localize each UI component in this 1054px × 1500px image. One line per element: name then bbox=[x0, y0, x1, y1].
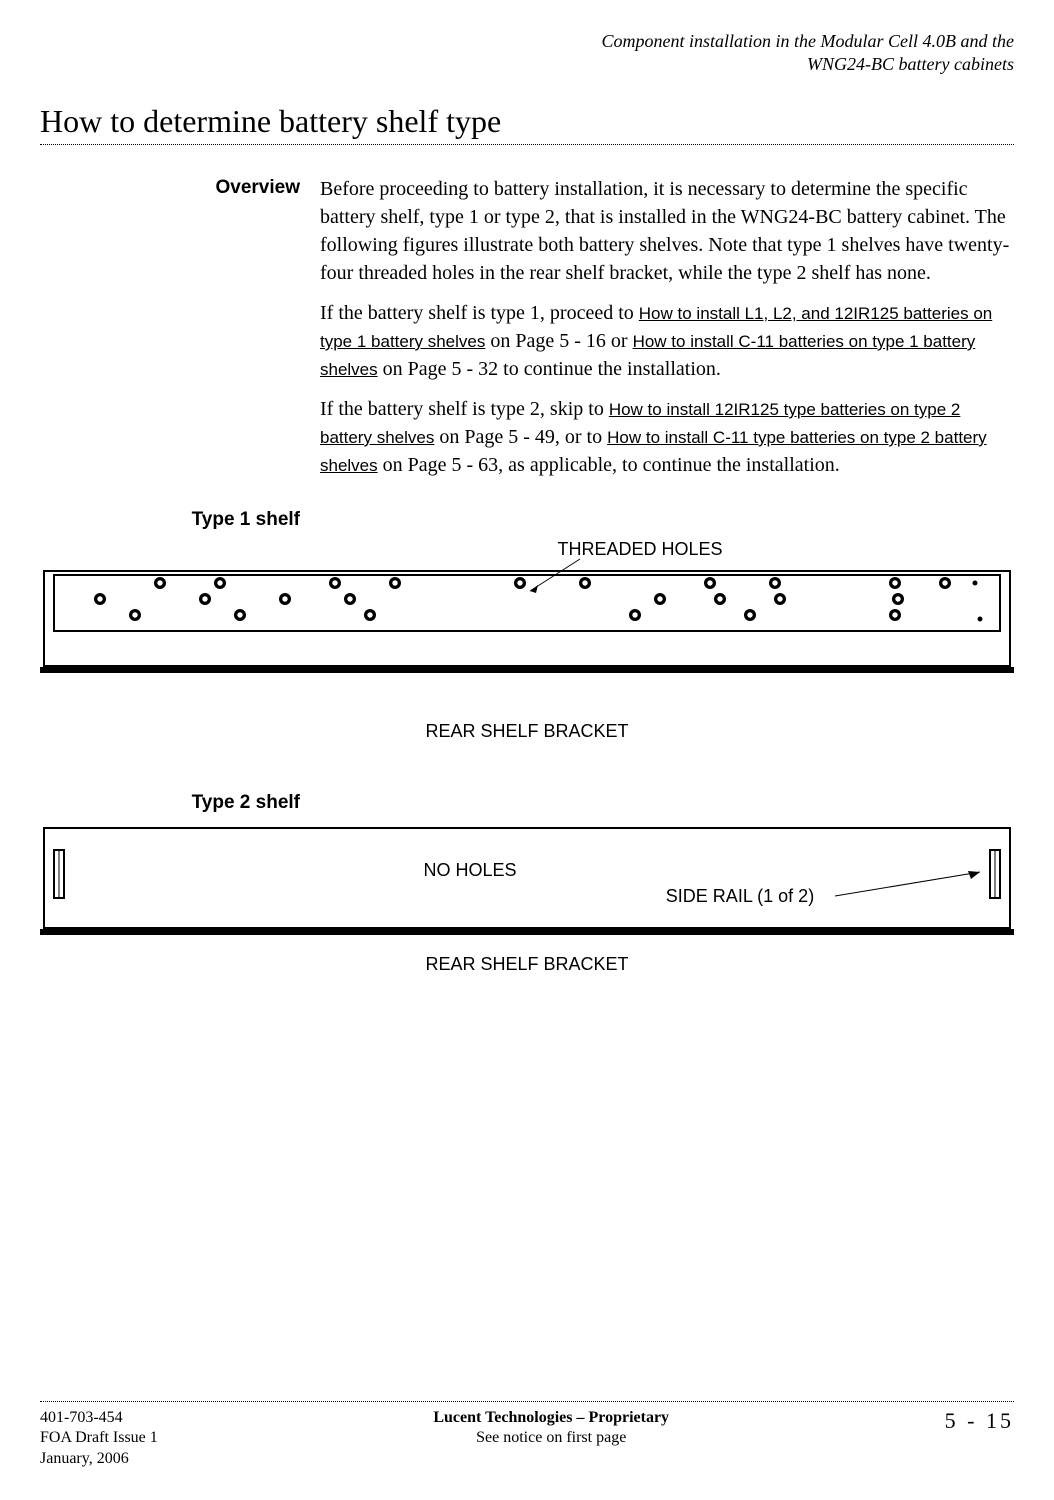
overview-p2: If the battery shelf is type 1, proceed … bbox=[320, 299, 1014, 383]
title-rule bbox=[40, 144, 1014, 145]
fig1-heading: Type 1 shelf bbox=[40, 509, 320, 531]
footer-center: Lucent Technologies – Proprietary See no… bbox=[433, 1408, 669, 1450]
p3-mid1: on Page 5 - 49, or to bbox=[434, 426, 607, 448]
fig2-caption: REAR SHELF BRACKET bbox=[40, 954, 1014, 975]
footer-docnum: 401-703-454 bbox=[40, 1408, 158, 1429]
fig1-caption: REAR SHELF BRACKET bbox=[40, 721, 1014, 742]
p2-pre: If the battery shelf is type 1, proceed … bbox=[320, 302, 639, 324]
fig2-diagram: NO HOLES SIDE RAIL (1 of 2) bbox=[40, 824, 1014, 944]
running-head-line2: WNG24-BC battery cabinets bbox=[40, 53, 1014, 76]
overview-section: Overview Before proceeding to battery in… bbox=[40, 175, 1014, 491]
svg-text:NO HOLES: NO HOLES bbox=[423, 860, 516, 880]
overview-p3: If the battery shelf is type 2, skip to … bbox=[320, 395, 1014, 479]
footer-left: 401-703-454 FOA Draft Issue 1 January, 2… bbox=[40, 1408, 158, 1470]
footer-issue: FOA Draft Issue 1 bbox=[40, 1428, 158, 1449]
p2-mid1: on Page 5 - 16 or bbox=[485, 330, 632, 352]
fig2-area: NO HOLES SIDE RAIL (1 of 2) REAR SHELF B… bbox=[40, 824, 1014, 975]
footer-rule bbox=[40, 1401, 1014, 1402]
running-head-line1: Component installation in the Modular Ce… bbox=[40, 30, 1014, 53]
p3-mid2: on Page 5 - 63, as applicable, to contin… bbox=[378, 454, 840, 476]
fig1-heading-row: Type 1 shelf bbox=[40, 509, 1014, 531]
p2-mid2: on Page 5 - 32 to continue the installat… bbox=[378, 358, 721, 380]
footer-notice: See notice on first page bbox=[433, 1428, 669, 1449]
fig2-heading: Type 2 shelf bbox=[40, 792, 320, 814]
footer-proprietary: Lucent Technologies – Proprietary bbox=[433, 1408, 669, 1429]
page-title: How to determine battery shelf type bbox=[40, 103, 1014, 140]
page-footer: 401-703-454 FOA Draft Issue 1 January, 2… bbox=[40, 1401, 1014, 1470]
fig1-area: THREADED HOLES REAR SHELF BRACKET bbox=[40, 541, 1014, 742]
footer-pageno: 5 - 15 bbox=[945, 1408, 1014, 1434]
svg-text:SIDE RAIL (1 of 2): SIDE RAIL (1 of 2) bbox=[666, 886, 814, 906]
footer-date: January, 2006 bbox=[40, 1449, 158, 1470]
overview-p1: Before proceeding to battery installatio… bbox=[320, 175, 1014, 287]
fig2-heading-row: Type 2 shelf bbox=[40, 792, 1014, 814]
overview-heading: Overview bbox=[40, 175, 320, 491]
running-head: Component installation in the Modular Ce… bbox=[40, 30, 1014, 75]
overview-body: Before proceeding to battery installatio… bbox=[320, 175, 1014, 491]
svg-text:THREADED HOLES: THREADED HOLES bbox=[557, 541, 722, 559]
p3-pre: If the battery shelf is type 2, skip to bbox=[320, 398, 609, 420]
fig1-diagram: THREADED HOLES bbox=[40, 541, 1014, 711]
